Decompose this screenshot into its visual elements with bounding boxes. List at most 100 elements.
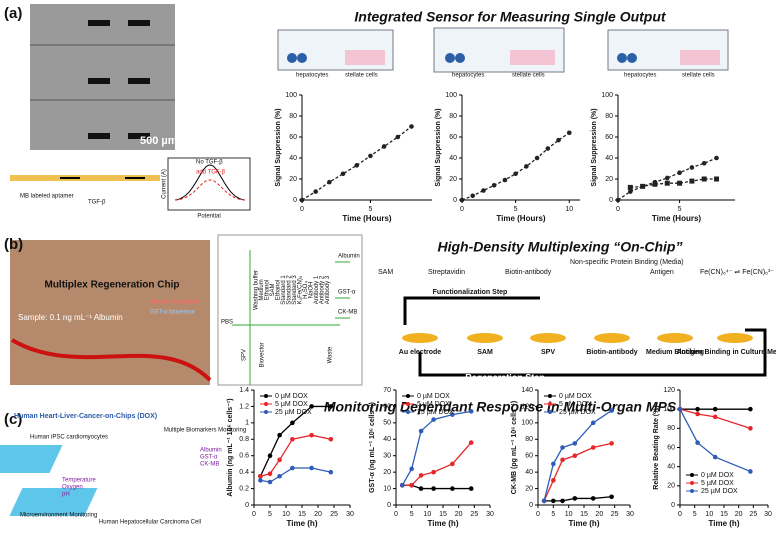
x-tick-label: 30 bbox=[346, 511, 354, 518]
legend-label: Streptavidin bbox=[428, 269, 465, 276]
x-tick-label: 5 bbox=[410, 511, 414, 518]
step-label: Antigen Binding in Culture Medium bbox=[676, 349, 776, 356]
y-tick-label: 100 bbox=[285, 92, 297, 99]
point bbox=[616, 198, 621, 203]
y-tick-label: 0.2 bbox=[239, 485, 249, 492]
point bbox=[573, 441, 578, 446]
y-tick-label: 80 bbox=[449, 113, 457, 120]
y-tick-label: 80 bbox=[289, 113, 297, 120]
point bbox=[290, 437, 295, 442]
y-tick-label: 70 bbox=[383, 387, 391, 394]
panel-title: Integrated Sensor for Measuring Single O… bbox=[354, 9, 666, 25]
point bbox=[748, 469, 753, 474]
x-axis-label: Time (h) bbox=[428, 519, 459, 528]
point bbox=[400, 483, 405, 488]
point bbox=[677, 181, 682, 186]
legend-marker bbox=[264, 402, 268, 406]
y-tick-label: 1 bbox=[245, 420, 249, 427]
legend-marker bbox=[548, 410, 552, 414]
x-tick-label: 10 bbox=[423, 511, 431, 518]
point bbox=[665, 181, 670, 186]
y-tick-label: 100 bbox=[663, 406, 675, 413]
y-tick-label: 40 bbox=[289, 155, 297, 162]
y-tick-label: 0 bbox=[529, 502, 533, 509]
marker-label: Albumin bbox=[200, 448, 222, 454]
point bbox=[503, 178, 508, 183]
point bbox=[524, 164, 529, 169]
step-label: SPV bbox=[541, 349, 555, 356]
x-tick-label: 10 bbox=[565, 511, 573, 518]
point bbox=[546, 146, 551, 151]
x-tick-label: 15 bbox=[298, 511, 306, 518]
x-tick-label: 20 bbox=[735, 511, 743, 518]
label: No TGF-β bbox=[196, 160, 223, 166]
panel-label: (a) bbox=[4, 5, 22, 22]
point bbox=[690, 165, 695, 170]
x-tick-label: 0 bbox=[678, 511, 682, 518]
y-tick-label: 0.8 bbox=[239, 436, 249, 443]
point bbox=[609, 408, 614, 413]
scale-bar: 500 µm bbox=[140, 135, 178, 147]
point bbox=[419, 486, 424, 491]
point bbox=[409, 467, 414, 472]
y-tick-label: 40 bbox=[667, 464, 675, 471]
point bbox=[551, 462, 556, 467]
point bbox=[395, 135, 400, 140]
x-tick-label: 20 bbox=[314, 511, 322, 518]
point bbox=[551, 499, 556, 504]
point bbox=[560, 445, 565, 450]
x-tick-label: 0 bbox=[300, 206, 304, 213]
point bbox=[313, 189, 318, 194]
label: Functionalization Step bbox=[433, 289, 508, 296]
legend-label: Fe(CN)₆⁴⁻ ⇌ Fe(CN)₆³⁻ bbox=[700, 269, 774, 276]
label: TGF-β bbox=[88, 200, 106, 206]
point bbox=[268, 471, 273, 476]
legend-label: 0 µM DOX bbox=[275, 393, 308, 400]
series-line bbox=[260, 406, 330, 476]
legend-marker bbox=[690, 481, 694, 485]
legend-label: 0 µM DOX bbox=[701, 472, 734, 479]
point bbox=[567, 131, 572, 136]
point bbox=[268, 480, 273, 485]
point bbox=[258, 478, 263, 483]
point bbox=[748, 407, 753, 412]
x-axis-label: Time (Hours) bbox=[496, 214, 546, 223]
y-tick-label: 120 bbox=[663, 387, 675, 394]
y-tick-label: 1.2 bbox=[239, 403, 249, 410]
point bbox=[409, 124, 414, 129]
point bbox=[535, 156, 540, 161]
legend-label: SAM bbox=[378, 269, 393, 276]
x-tick-label: 30 bbox=[764, 511, 772, 518]
x-tick-label: 20 bbox=[455, 511, 463, 518]
y-tick-label: 10 bbox=[383, 485, 391, 492]
y-tick-label: 1.4 bbox=[239, 387, 249, 394]
point bbox=[277, 458, 282, 463]
figure: (a) Integrated Sensor for Measuring Singl… bbox=[0, 0, 776, 533]
x-axis-label: Time (h) bbox=[569, 519, 600, 528]
point bbox=[460, 198, 465, 203]
output-label: Albumin bbox=[338, 254, 360, 260]
point bbox=[551, 478, 556, 483]
cell-label: hepatocytes bbox=[296, 73, 328, 79]
x-axis-label: Time (Hours) bbox=[342, 214, 392, 223]
label: Regeneration Step bbox=[465, 372, 545, 382]
point bbox=[368, 154, 373, 159]
label: Biovector bbox=[260, 342, 266, 367]
x-axis-label: Time (h) bbox=[287, 519, 318, 528]
point bbox=[628, 185, 633, 190]
point bbox=[714, 156, 719, 161]
legend-marker bbox=[264, 410, 268, 414]
point bbox=[431, 417, 436, 422]
legend-label: 0 µM DOX bbox=[417, 393, 450, 400]
x-tick-label: 0 bbox=[616, 206, 620, 213]
y-tick-label: 120 bbox=[521, 403, 533, 410]
point bbox=[695, 407, 700, 412]
legend-label: 5 µM DOX bbox=[701, 480, 734, 487]
series-line bbox=[462, 133, 569, 200]
y-tick-label: 80 bbox=[525, 436, 533, 443]
legend-marker bbox=[548, 402, 552, 406]
point bbox=[409, 483, 414, 488]
channel-label: Antibody 3 bbox=[325, 275, 331, 304]
point bbox=[469, 440, 474, 445]
y-axis-label: Signal Suppression (%) bbox=[435, 108, 442, 186]
